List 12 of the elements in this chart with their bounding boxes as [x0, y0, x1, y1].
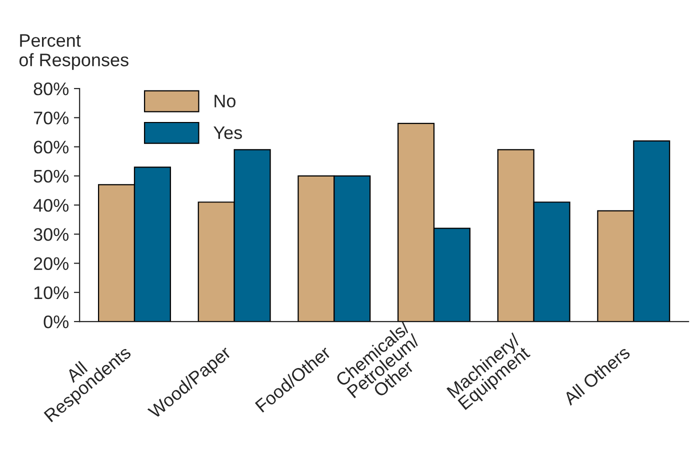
- y-tick-label: 40%: [33, 198, 69, 212]
- y-tick-label: 30%: [34, 228, 69, 241]
- y-tick-label: 20%: [34, 257, 69, 270]
- y-tick-label: 50%: [34, 170, 69, 183]
- y-tick-label: 10%: [34, 286, 69, 300]
- y-tick-label: 60%: [34, 140, 69, 154]
- y-tick-label: 70%: [34, 112, 69, 124]
- y-tick-label: 80%: [34, 82, 69, 96]
- y-axis-title: Percent of Responses: [19, 34, 128, 70]
- legend-label: Yes: [214, 126, 242, 140]
- y-tick-label: 0%: [44, 315, 69, 328]
- legend-label: No: [214, 94, 236, 108]
